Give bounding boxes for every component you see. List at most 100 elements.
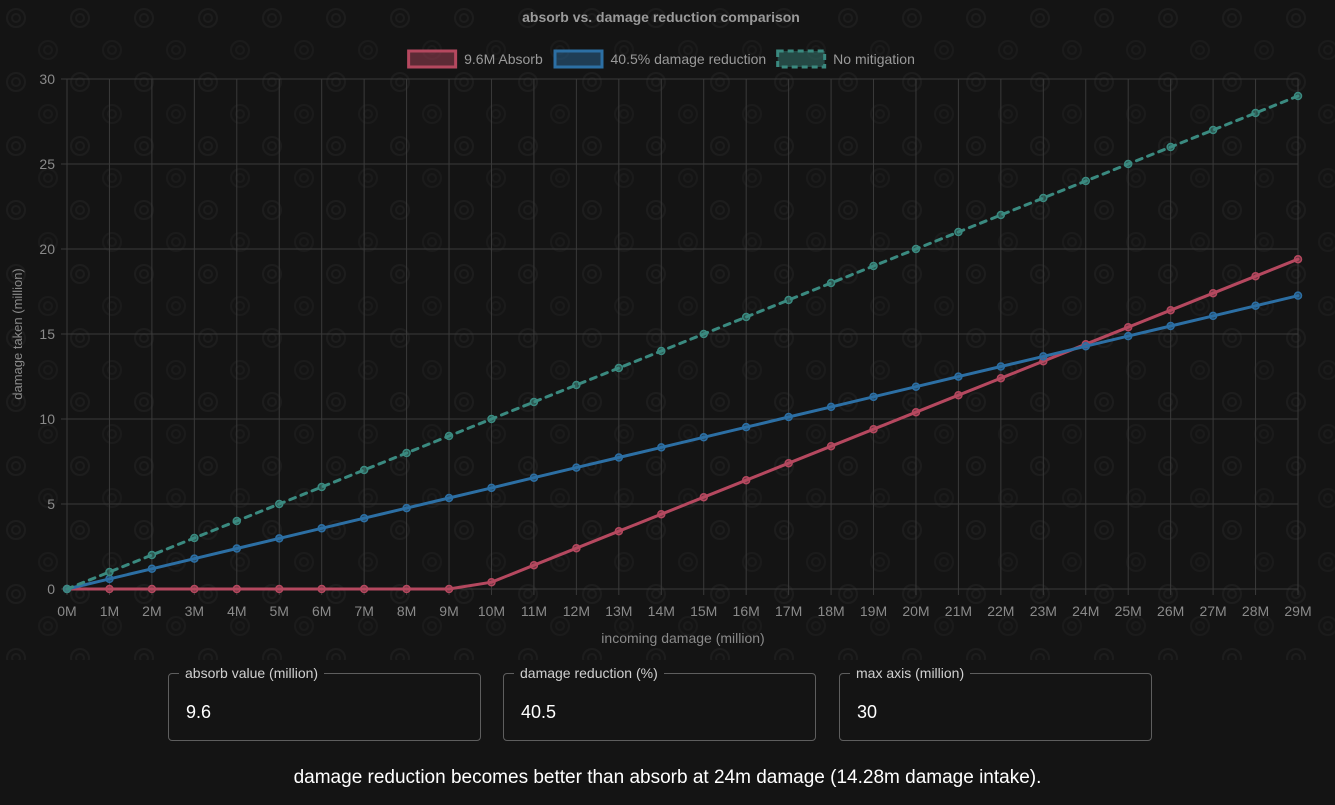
data-point[interactable] (911, 407, 921, 417)
data-point[interactable] (1293, 91, 1303, 101)
data-point[interactable] (444, 493, 454, 503)
data-point[interactable] (996, 373, 1006, 383)
data-point[interactable] (147, 550, 157, 560)
max-axis-input[interactable] (840, 674, 1151, 740)
data-point[interactable] (1251, 108, 1260, 118)
data-point[interactable] (190, 554, 199, 563)
data-point[interactable] (274, 534, 284, 543)
data-point[interactable] (487, 414, 496, 424)
data-point[interactable] (105, 567, 114, 577)
legend-item-1[interactable]: 9.6M Absorb (407, 49, 543, 69)
data-point[interactable] (996, 210, 1006, 220)
data-point[interactable] (359, 513, 369, 523)
data-point[interactable] (317, 524, 326, 533)
data-point[interactable] (614, 526, 624, 536)
data-point[interactable] (572, 543, 581, 553)
data-point[interactable] (657, 443, 666, 452)
data-point[interactable] (657, 346, 666, 356)
data-point[interactable] (1251, 301, 1260, 311)
legend-item-3[interactable]: No mitigation (776, 49, 915, 69)
data-point[interactable] (954, 372, 963, 381)
data-point[interactable] (1208, 125, 1218, 135)
data-point[interactable] (232, 584, 242, 594)
data-point[interactable] (911, 244, 921, 254)
data-point[interactable] (147, 584, 157, 594)
absorb-field[interactable]: absorb value (million) (168, 665, 481, 741)
data-point[interactable] (274, 584, 284, 594)
data-point[interactable] (317, 482, 326, 492)
data-point[interactable] (741, 422, 751, 432)
data-point[interactable] (529, 473, 539, 482)
data-point[interactable] (317, 584, 326, 594)
legend-item-2[interactable]: 40.5% damage reduction (553, 49, 766, 69)
damage-reduction-field[interactable]: damage reduction (%) (503, 665, 816, 741)
max-axis-field[interactable]: max axis (million) (839, 665, 1152, 741)
data-point[interactable] (954, 227, 963, 237)
data-point[interactable] (190, 533, 199, 543)
data-point[interactable] (402, 448, 411, 458)
data-point[interactable] (784, 458, 793, 468)
data-point[interactable] (657, 509, 666, 519)
data-point[interactable] (826, 278, 836, 288)
data-point[interactable] (487, 483, 496, 493)
x-tick-label: 0M (57, 603, 76, 619)
data-point[interactable] (1039, 352, 1048, 361)
data-point[interactable] (274, 499, 284, 509)
data-point[interactable] (529, 560, 539, 570)
data-point[interactable] (614, 453, 624, 462)
data-point[interactable] (869, 261, 878, 271)
data-point[interactable] (741, 312, 751, 322)
data-point[interactable] (1293, 291, 1303, 300)
data-point[interactable] (699, 433, 708, 442)
absorb-input[interactable] (169, 674, 480, 740)
data-point[interactable] (699, 492, 708, 502)
data-point[interactable] (1123, 322, 1133, 332)
data-point[interactable] (105, 574, 114, 584)
data-point[interactable] (1123, 331, 1133, 341)
legend[interactable]: 9.6M Absorb 40.5% damage reduction No miti… (407, 49, 915, 69)
data-point[interactable] (614, 363, 624, 373)
data-point[interactable] (699, 329, 708, 339)
data-point[interactable] (1166, 305, 1175, 315)
legend-label: 9.6M Absorb (464, 51, 543, 67)
data-point[interactable] (529, 397, 539, 407)
data-point[interactable] (572, 380, 581, 390)
data-point[interactable] (62, 584, 72, 594)
data-point[interactable] (444, 431, 454, 441)
data-point[interactable] (190, 584, 199, 594)
data-point[interactable] (784, 412, 793, 422)
data-point[interactable] (741, 475, 751, 485)
data-point[interactable] (1166, 321, 1175, 331)
data-point[interactable] (1293, 254, 1303, 264)
data-point[interactable] (1081, 341, 1091, 351)
data-point[interactable] (105, 584, 114, 594)
data-point[interactable] (1166, 142, 1175, 152)
x-tick-label: 6M (312, 603, 331, 619)
damage-reduction-input[interactable] (504, 674, 815, 740)
axes: 0M 1M 2M 3M 4M 5M 6M 7M 8M 9M 10M 11M 12M 13M 14M 15M 16… (39, 71, 1311, 619)
data-point[interactable] (359, 465, 369, 475)
data-point[interactable] (1081, 176, 1091, 186)
data-point[interactable] (1208, 288, 1218, 298)
data-point[interactable] (232, 516, 242, 526)
data-point[interactable] (572, 463, 581, 472)
data-point[interactable] (826, 441, 836, 451)
data-point[interactable] (359, 584, 369, 594)
data-point[interactable] (954, 390, 963, 400)
data-point[interactable] (1208, 311, 1218, 321)
data-point[interactable] (1251, 271, 1260, 281)
data-point[interactable] (147, 564, 157, 574)
data-point[interactable] (232, 544, 242, 553)
data-point[interactable] (911, 382, 921, 391)
data-point[interactable] (996, 362, 1006, 371)
data-point[interactable] (487, 577, 496, 587)
data-point[interactable] (402, 503, 411, 513)
data-point[interactable] (869, 424, 878, 434)
data-point[interactable] (826, 402, 836, 412)
data-point[interactable] (444, 584, 454, 594)
data-point[interactable] (1039, 193, 1048, 203)
data-point[interactable] (784, 295, 793, 305)
data-point[interactable] (1123, 159, 1133, 169)
data-point[interactable] (402, 584, 411, 594)
data-point[interactable] (869, 392, 878, 402)
